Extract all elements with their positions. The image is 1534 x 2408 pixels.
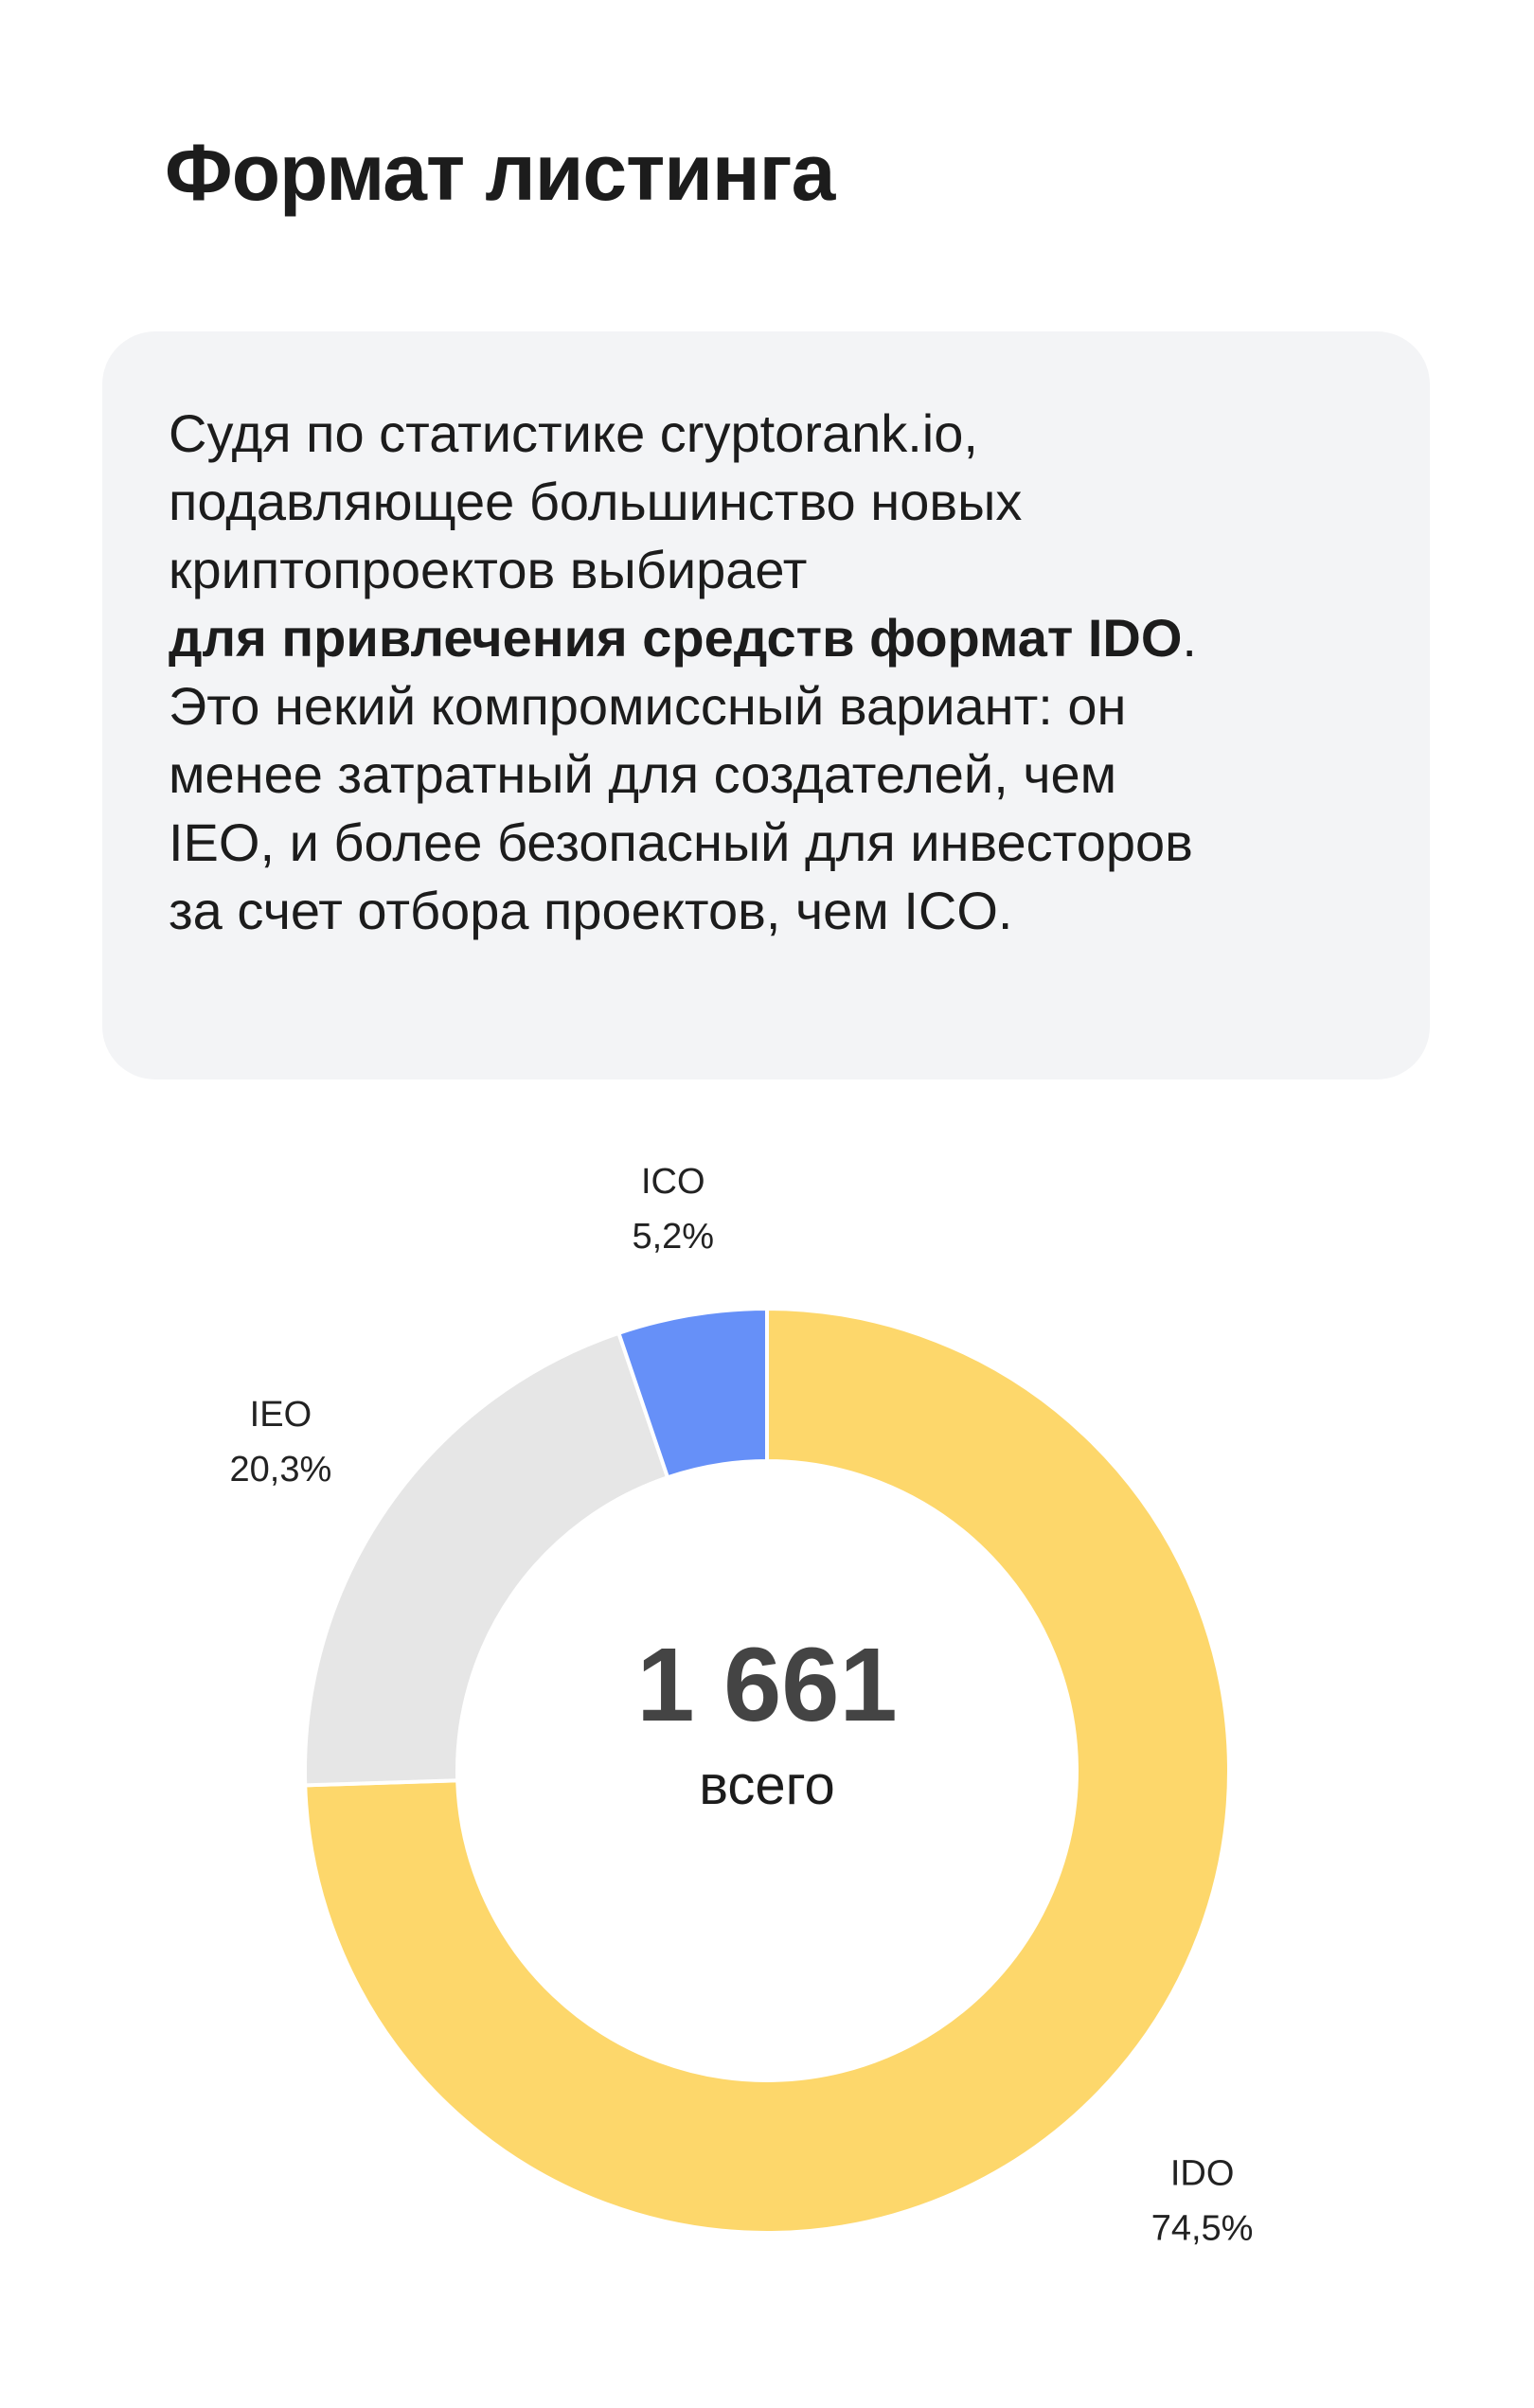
slice-ico (615, 1306, 769, 1480)
donut-chart-svg: IDO 74,5% IEO 20,3% ICO 5,2% 1 661 всего (230, 1162, 1254, 2248)
info-line-7: IEO, и более безопасный для инвесторов (169, 812, 1193, 872)
info-line-4: для привлечения средств формат IDO. (169, 604, 1364, 672)
info-line-3: криптопроектов выбирает (169, 540, 808, 599)
slice-ieo (303, 1330, 670, 1788)
donut-slices (303, 1306, 1231, 2235)
center-caption: всего (699, 1755, 835, 1816)
info-line-2: подавляющее большинство новых (169, 472, 1023, 531)
info-line-1: Судя по статистике cryptorank.io, (169, 403, 978, 463)
slice-label-ico: ICO (641, 1162, 705, 1202)
slice-value-ieo: 20,3% (230, 1450, 332, 1489)
slice-value-ido: 74,5% (1151, 2208, 1254, 2248)
info-line-4-tail: . (1182, 608, 1197, 668)
donut-labels: IDO 74,5% IEO 20,3% ICO 5,2% (230, 1162, 1254, 2248)
slice-label-ieo: IEO (250, 1395, 312, 1435)
page-title: Формат листинга (165, 128, 835, 217)
slice-ido (303, 1306, 1231, 2235)
donut-chart: IDO 74,5% IEO 20,3% ICO 5,2% 1 661 всего (0, 1098, 1534, 2405)
info-card: Судя по статистике cryptorank.io, подавл… (102, 331, 1430, 1079)
info-line-5: Это некий компромиссный вариант: он (169, 676, 1127, 736)
info-highlight: для привлечения средств формат IDO (169, 608, 1183, 668)
slice-value-ico: 5,2% (632, 1217, 714, 1257)
info-line-6: менее затратный для создателей, чем (169, 744, 1117, 804)
info-line-8: за счет отбора проектов, чем ICO. (169, 881, 1013, 940)
info-text: Судя по статистике cryptorank.io, подавл… (169, 400, 1364, 945)
slice-label-ido: IDO (1170, 2153, 1235, 2193)
center-total: 1 661 (636, 1627, 897, 1743)
